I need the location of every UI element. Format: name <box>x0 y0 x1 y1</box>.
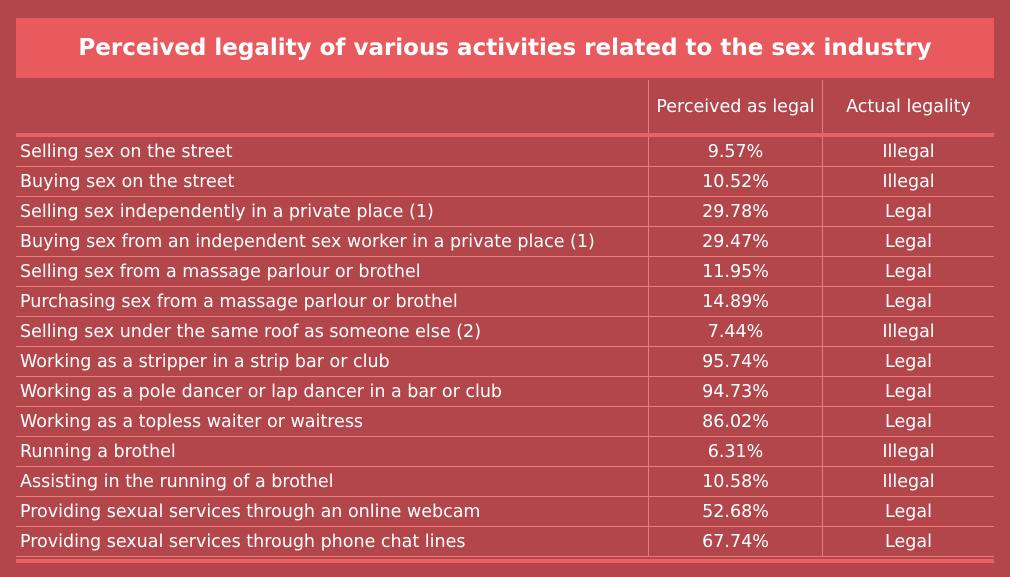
perceived-legal-cell: 67.74% <box>648 527 822 556</box>
table-row: Providing sexual services through an onl… <box>16 497 994 527</box>
actual-legality-cell: Illegal <box>822 137 994 166</box>
table-body: Selling sex on the street 9.57% Illegal Buy… <box>16 137 994 557</box>
table-title: Perceived legality of various activities… <box>78 35 932 61</box>
perceived-legal-cell: 10.52% <box>648 167 822 196</box>
activity-cell: Providing sexual services through phone … <box>20 531 466 552</box>
perceived-legal-cell: 14.89% <box>648 287 822 316</box>
table-row: Buying sex on the street 10.52% Illegal <box>16 167 994 197</box>
perceived-legal-cell: 6.31% <box>648 437 822 466</box>
header-actual: Actual legality <box>822 80 994 133</box>
table-row: Selling sex from a massage parlour or br… <box>16 257 994 287</box>
table-row: Selling sex on the street 9.57% Illegal <box>16 137 994 167</box>
perceived-legal-cell: 86.02% <box>648 407 822 436</box>
perceived-legal-cell: 94.73% <box>648 377 822 406</box>
table-bottom-rule <box>16 559 994 563</box>
table-row: Providing sexual services through phone … <box>16 527 994 557</box>
actual-legality-cell: Legal <box>822 377 994 406</box>
actual-legality-cell: Illegal <box>822 437 994 466</box>
table-row: Purchasing sex from a massage parlour or… <box>16 287 994 317</box>
table-row: Selling sex independently in a private p… <box>16 197 994 227</box>
table-row: Running a brothel 6.31% Illegal <box>16 437 994 467</box>
actual-legality-cell: Legal <box>822 197 994 226</box>
header-activity <box>16 80 648 133</box>
activity-cell: Running a brothel <box>20 441 176 462</box>
table-row: Assisting in the running of a brothel 10.… <box>16 467 994 497</box>
table-row: Working as a pole dancer or lap dancer i… <box>16 377 994 407</box>
activity-cell: Selling sex under the same roof as someo… <box>20 321 482 342</box>
perceived-legal-cell: 10.58% <box>648 467 822 496</box>
activity-cell: Working as a stripper in a strip bar or … <box>20 351 390 372</box>
table-row: Working as a stripper in a strip bar or … <box>16 347 994 377</box>
actual-legality-cell: Legal <box>822 257 994 286</box>
table-row: Selling sex under the same roof as someo… <box>16 317 994 347</box>
actual-legality-cell: Legal <box>822 347 994 376</box>
activity-cell: Assisting in the running of a brothel <box>20 471 334 492</box>
activity-cell: Buying sex on the street <box>20 171 235 192</box>
table-row: Working as a topless waiter or waitress 8… <box>16 407 994 437</box>
perceived-legal-cell: 7.44% <box>648 317 822 346</box>
perceived-legal-cell: 95.74% <box>648 347 822 376</box>
actual-legality-cell: Illegal <box>822 317 994 346</box>
activity-cell: Selling sex from a massage parlour or br… <box>20 261 421 282</box>
actual-legality-cell: Legal <box>822 497 994 526</box>
table-row: Buying sex from an independent sex worke… <box>16 227 994 257</box>
activity-cell: Purchasing sex from a massage parlour or… <box>20 291 458 312</box>
header-perceived: Perceived as legal <box>648 80 822 133</box>
actual-legality-cell: Legal <box>822 527 994 556</box>
activity-cell: Buying sex from an independent sex worke… <box>20 231 595 252</box>
actual-legality-cell: Illegal <box>822 467 994 496</box>
perceived-legal-cell: 52.68% <box>648 497 822 526</box>
perceived-legal-cell: 29.78% <box>648 197 822 226</box>
activity-cell: Selling sex independently in a private p… <box>20 201 434 222</box>
activity-cell: Providing sexual services through an onl… <box>20 501 481 522</box>
table-title-bar: Perceived legality of various activities… <box>16 18 994 78</box>
activity-cell: Working as a topless waiter or waitress <box>20 411 364 432</box>
activity-cell: Selling sex on the street <box>20 141 233 162</box>
actual-legality-cell: Legal <box>822 227 994 256</box>
table-header-row: Perceived as legal Actual legality <box>16 80 994 137</box>
legality-table: Perceived as legal Actual legality Selli… <box>16 80 994 557</box>
perceived-legal-cell: 29.47% <box>648 227 822 256</box>
actual-legality-cell: Legal <box>822 407 994 436</box>
perceived-legal-cell: 11.95% <box>648 257 822 286</box>
perceived-legal-cell: 9.57% <box>648 137 822 166</box>
actual-legality-cell: Legal <box>822 287 994 316</box>
activity-cell: Working as a pole dancer or lap dancer i… <box>20 381 503 402</box>
actual-legality-cell: Illegal <box>822 167 994 196</box>
